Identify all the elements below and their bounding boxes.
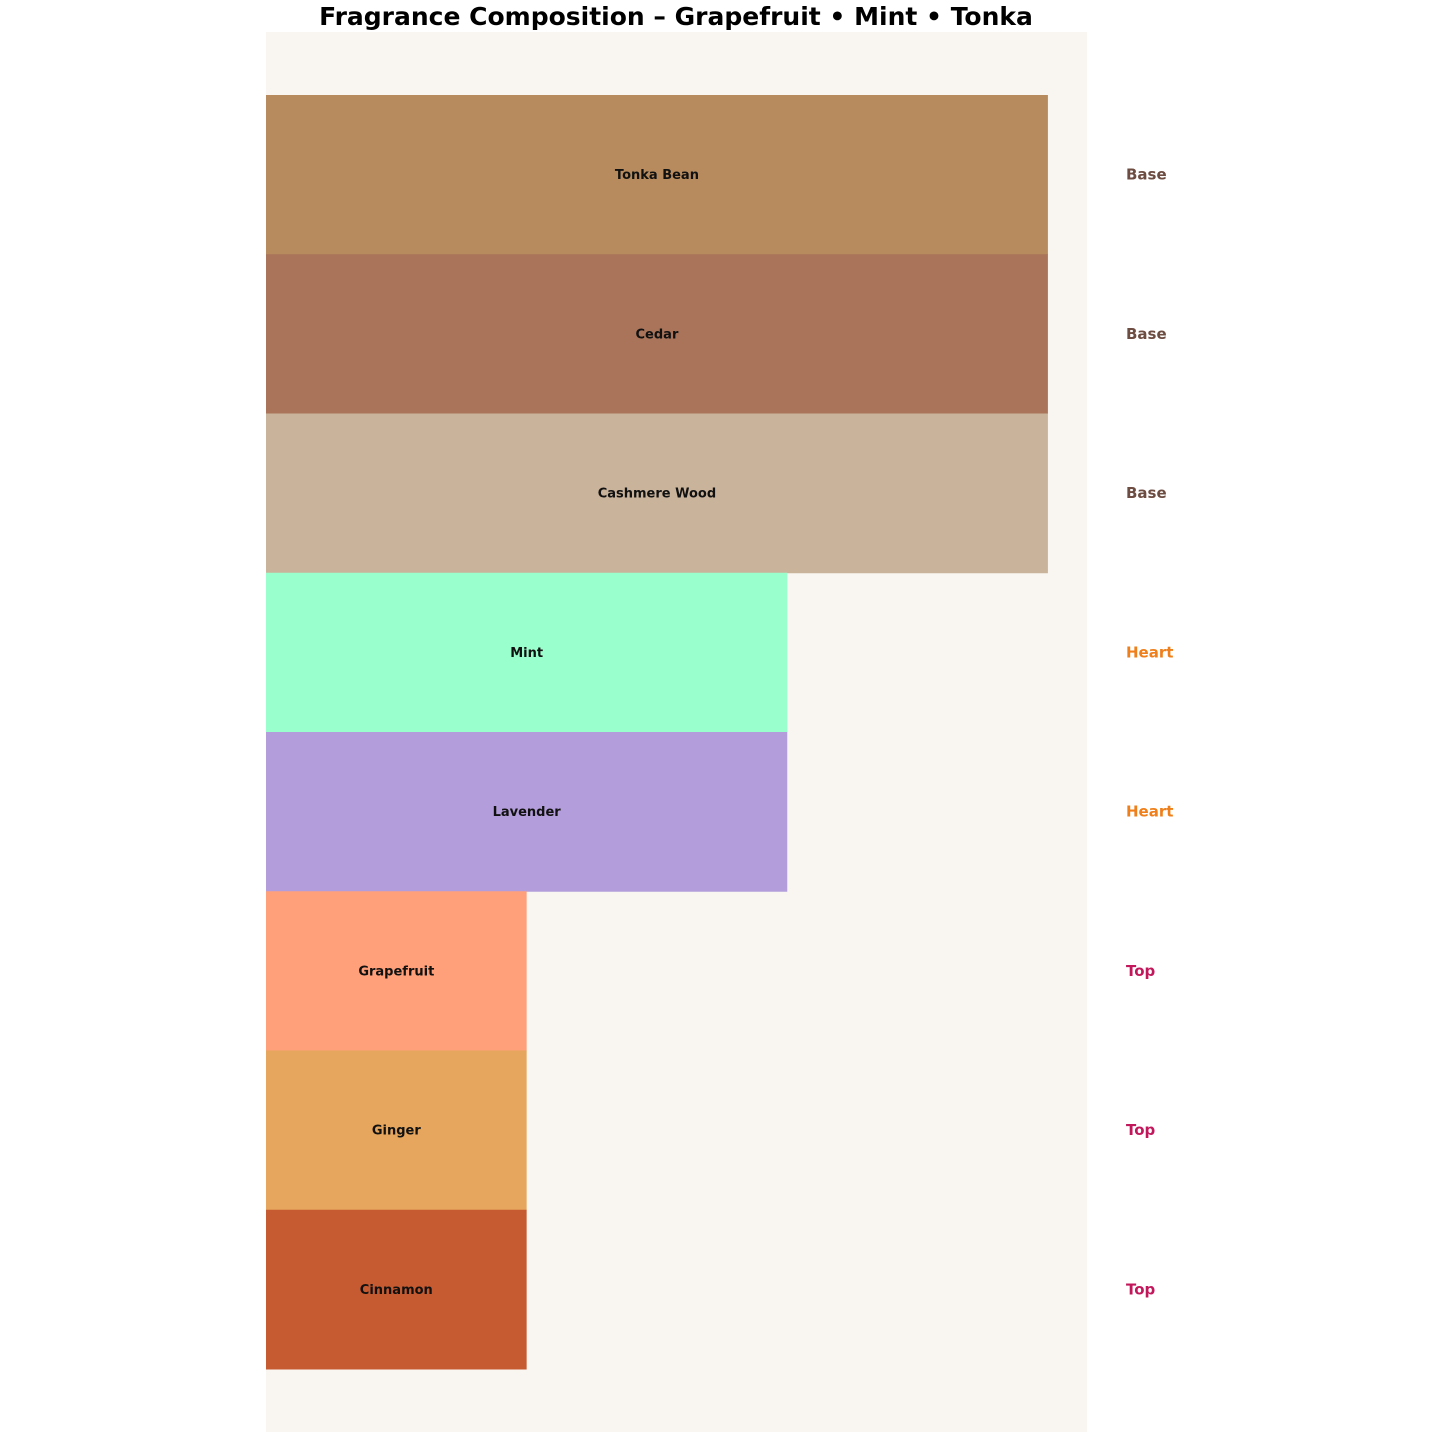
tier-label: Base bbox=[1126, 166, 1167, 184]
bar-label: Ginger bbox=[372, 1124, 422, 1139]
bar-cedar bbox=[266, 254, 1048, 414]
bar-label: Lavender bbox=[493, 805, 562, 820]
tier-label: Base bbox=[1126, 325, 1167, 343]
bar-label: Grapefruit bbox=[358, 964, 434, 979]
bar-label: Cinnamon bbox=[360, 1283, 433, 1298]
tier-label: Top bbox=[1126, 1121, 1156, 1139]
tier-label: Top bbox=[1126, 1280, 1156, 1298]
bar-tonka-bean bbox=[266, 95, 1048, 255]
bar-label: Tonka Bean bbox=[615, 168, 699, 183]
bar-grapefruit bbox=[266, 891, 527, 1051]
bar-lavender bbox=[266, 732, 788, 892]
tier-label: Heart bbox=[1126, 643, 1173, 661]
tier-label: Top bbox=[1126, 962, 1156, 980]
bar-cashmere-wood bbox=[266, 413, 1048, 574]
chart-title: Fragrance Composition – Grapefruit • Min… bbox=[319, 2, 1033, 31]
tier-label: Heart bbox=[1126, 803, 1173, 821]
bar-ginger bbox=[266, 1050, 527, 1211]
tier-label: Base bbox=[1126, 484, 1167, 502]
bar-label: Cashmere Wood bbox=[598, 487, 716, 502]
bar-label: Cedar bbox=[636, 327, 679, 342]
bar-mint bbox=[266, 572, 788, 733]
bar-label: Mint bbox=[510, 646, 543, 661]
bar-cinnamon bbox=[266, 1209, 527, 1370]
